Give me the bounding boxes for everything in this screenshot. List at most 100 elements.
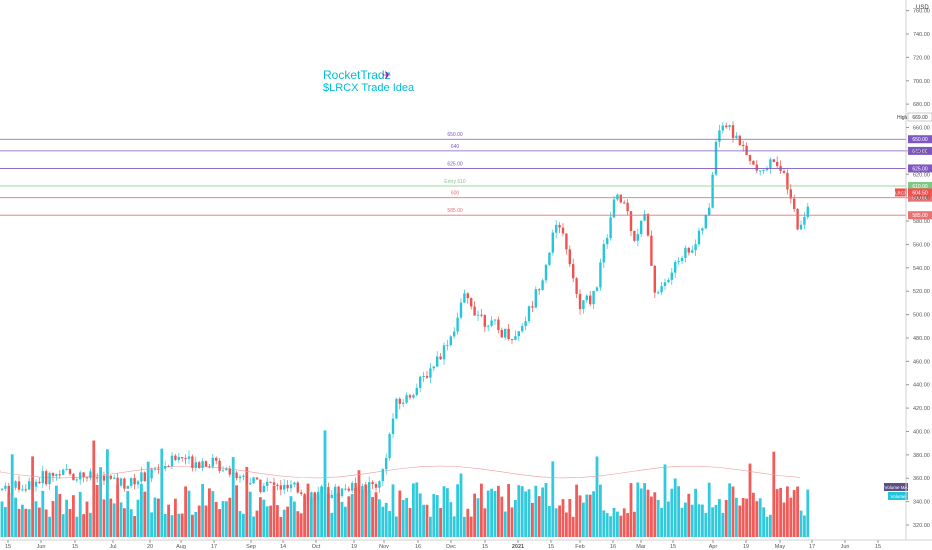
candle-body (371, 482, 374, 485)
volume-bar (214, 501, 218, 537)
volume-bars (0, 430, 810, 537)
volume-bar (259, 497, 262, 537)
candle-body (544, 264, 548, 281)
volume-bar (446, 488, 449, 537)
time-axis[interactable]: 15 Jun 15 Jul 20 Aug 17 Sep 14 Oct 19 Nov 16 Dec 15 202… (0, 539, 932, 550)
volume-bar (21, 504, 24, 537)
volume-bar (592, 491, 595, 537)
candle-body (398, 398, 401, 404)
level-badge-text: 610.00 (912, 184, 928, 190)
volume-bar (126, 491, 130, 537)
candle-body (232, 472, 235, 475)
candle-body (653, 265, 656, 293)
level-label: Entry 610 (444, 179, 466, 185)
volume-bar (738, 505, 742, 537)
volume-bar (150, 512, 153, 537)
volume-bar (31, 456, 34, 537)
candle-body (116, 477, 119, 486)
candle-body (561, 227, 565, 234)
candle-body (568, 249, 571, 265)
volume-bar (0, 501, 4, 537)
candle-body (619, 194, 622, 203)
last-price-badge (908, 188, 932, 197)
volume-bar (371, 497, 374, 537)
volume-bar (184, 486, 187, 537)
volume-bar (690, 504, 694, 537)
candle-body (170, 455, 174, 467)
volume-bar (123, 508, 126, 537)
volume-bar (333, 493, 337, 537)
price-tick-label: 440.00 (913, 383, 930, 389)
volume-bar (340, 501, 344, 537)
volume-bar (146, 461, 150, 537)
time-tick-label: Sep (246, 544, 256, 550)
volume-bar (469, 516, 473, 537)
volume-bar (418, 493, 422, 537)
volume-bar (731, 486, 735, 537)
candle-body (72, 473, 75, 481)
volume-bar (265, 506, 269, 537)
candle-body (524, 321, 527, 327)
candle-body (191, 456, 194, 468)
candle-body (439, 356, 442, 360)
volume-bar (129, 509, 133, 537)
time-tick-label: 15 (875, 544, 881, 550)
price-tick-label: 480.00 (913, 336, 930, 342)
volume-bar (425, 504, 429, 537)
candle-body (218, 460, 221, 471)
volume-bar (517, 485, 521, 537)
candle-body (211, 457, 214, 467)
volume-bar (507, 484, 510, 537)
volume-bar (490, 488, 493, 537)
volume-bar (548, 506, 551, 537)
volume-bar (503, 511, 507, 537)
candle-body (242, 475, 245, 477)
candle-body (721, 125, 724, 131)
volume-bar (303, 496, 306, 537)
candle-body (643, 214, 646, 221)
candle-body (323, 487, 327, 489)
candle-body (636, 234, 639, 241)
volume-bar (337, 493, 340, 537)
price-axis[interactable]: 320.00 340.00 360.00 380.00 400.00 420.00 440.… (905, 0, 930, 540)
candle-body (772, 159, 775, 162)
volume-bar (782, 502, 786, 537)
currency-label: USD (916, 5, 929, 11)
candle-body (497, 319, 500, 330)
volume-bar (361, 490, 364, 537)
candle-body (748, 155, 752, 161)
candle-body (347, 488, 350, 491)
volume-bar (231, 457, 235, 537)
level-badge-text: 625.00 (912, 166, 928, 172)
candle-body (225, 468, 228, 471)
volume-bar (350, 493, 354, 537)
candle-body (500, 329, 503, 338)
volume-bar (102, 499, 106, 537)
volume-bar (527, 489, 531, 537)
candle-body (650, 235, 653, 266)
candle-body (548, 252, 551, 265)
candle-body (130, 478, 133, 486)
volume-bar (585, 494, 589, 537)
candle-body (691, 250, 694, 253)
candle-body (340, 488, 344, 496)
candle-body (374, 484, 378, 488)
candle-body (555, 225, 558, 233)
candle-body (337, 486, 340, 496)
candle-body (109, 475, 112, 479)
candle-body (453, 331, 456, 337)
volume-bar (133, 515, 136, 537)
horizontal-levels[interactable]: 650.00 650.00 640 640.00 625.00 625.00 Entry 6… (0, 112, 932, 500)
level-badge-text: 585.00 (912, 213, 928, 219)
volume-bar (599, 484, 602, 537)
candle-body (752, 160, 755, 165)
volume-bar (78, 491, 82, 537)
candle-body (408, 395, 412, 398)
volume-bar (439, 507, 442, 537)
candle-body (623, 202, 626, 204)
volume-bar (442, 486, 446, 537)
candle-body (7, 485, 10, 495)
volume-bar (684, 502, 687, 537)
candle-body (595, 287, 599, 291)
